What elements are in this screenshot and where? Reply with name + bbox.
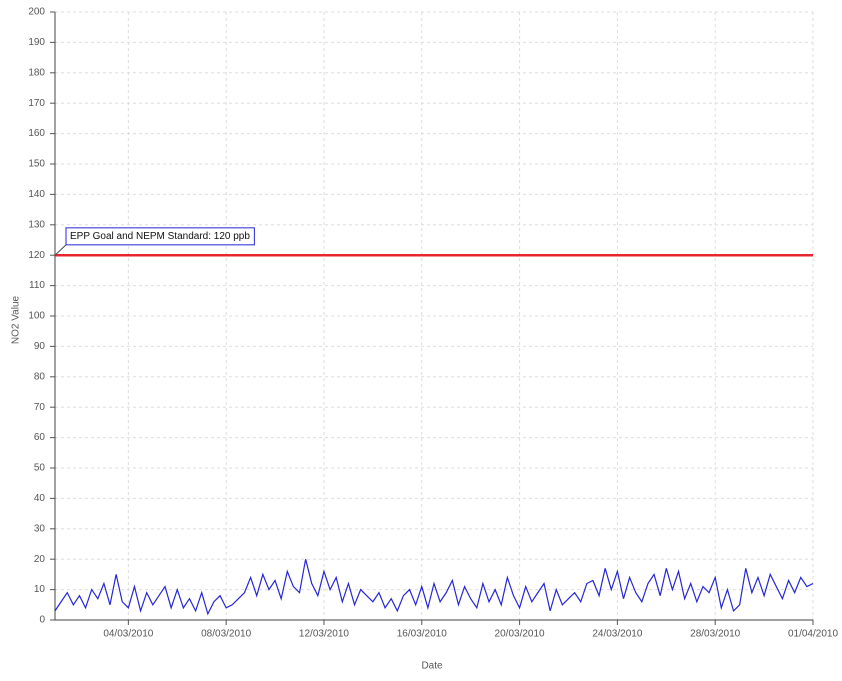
- y-tick-label: 110: [29, 280, 45, 291]
- y-tick-label: 180: [28, 67, 45, 78]
- x-tick-label: 12/03/2010: [299, 629, 349, 640]
- y-tick-label: 90: [34, 341, 46, 352]
- y-tick-label: 160: [28, 128, 45, 139]
- x-tick-label: 08/03/2010: [201, 629, 251, 640]
- y-tick-label: 20: [34, 554, 46, 565]
- y-tick-label: 100: [28, 311, 45, 322]
- x-tick-label: 01/04/2010: [788, 629, 838, 640]
- y-tick-label: 0: [39, 615, 45, 626]
- reference-connector: [54, 244, 67, 256]
- x-axis-label: Date: [421, 661, 443, 672]
- y-tick-label: 70: [34, 402, 46, 413]
- y-tick-label: 80: [34, 371, 46, 382]
- data-line: [54, 559, 814, 616]
- x-tick-label: 16/03/2010: [397, 629, 447, 640]
- y-tick-label: 140: [28, 189, 45, 200]
- y-tick-label: 60: [34, 432, 46, 443]
- y-tick-label: 10: [34, 584, 46, 595]
- y-tick-label: 130: [28, 219, 45, 230]
- y-tick-label: 120: [28, 250, 45, 261]
- y-tick-label: 40: [34, 493, 46, 504]
- y-tick-label: 170: [28, 98, 45, 109]
- x-tick-label: 04/03/2010: [103, 629, 153, 640]
- x-tick-label: 24/03/2010: [592, 629, 642, 640]
- y-tick-label: 190: [28, 37, 45, 48]
- y-tick-label: 150: [28, 159, 45, 170]
- y-tick-label: 30: [34, 523, 46, 534]
- y-tick-label: 50: [34, 463, 46, 474]
- reference-label: EPP Goal and NEPM Standard: 120 ppb: [70, 231, 250, 242]
- y-tick-label: 200: [28, 7, 45, 18]
- x-tick-label: 28/03/2010: [690, 629, 740, 640]
- x-tick-label: 20/03/2010: [495, 629, 545, 640]
- y-axis-label: NO2 Value: [11, 295, 22, 344]
- reference-label-box: [65, 227, 255, 246]
